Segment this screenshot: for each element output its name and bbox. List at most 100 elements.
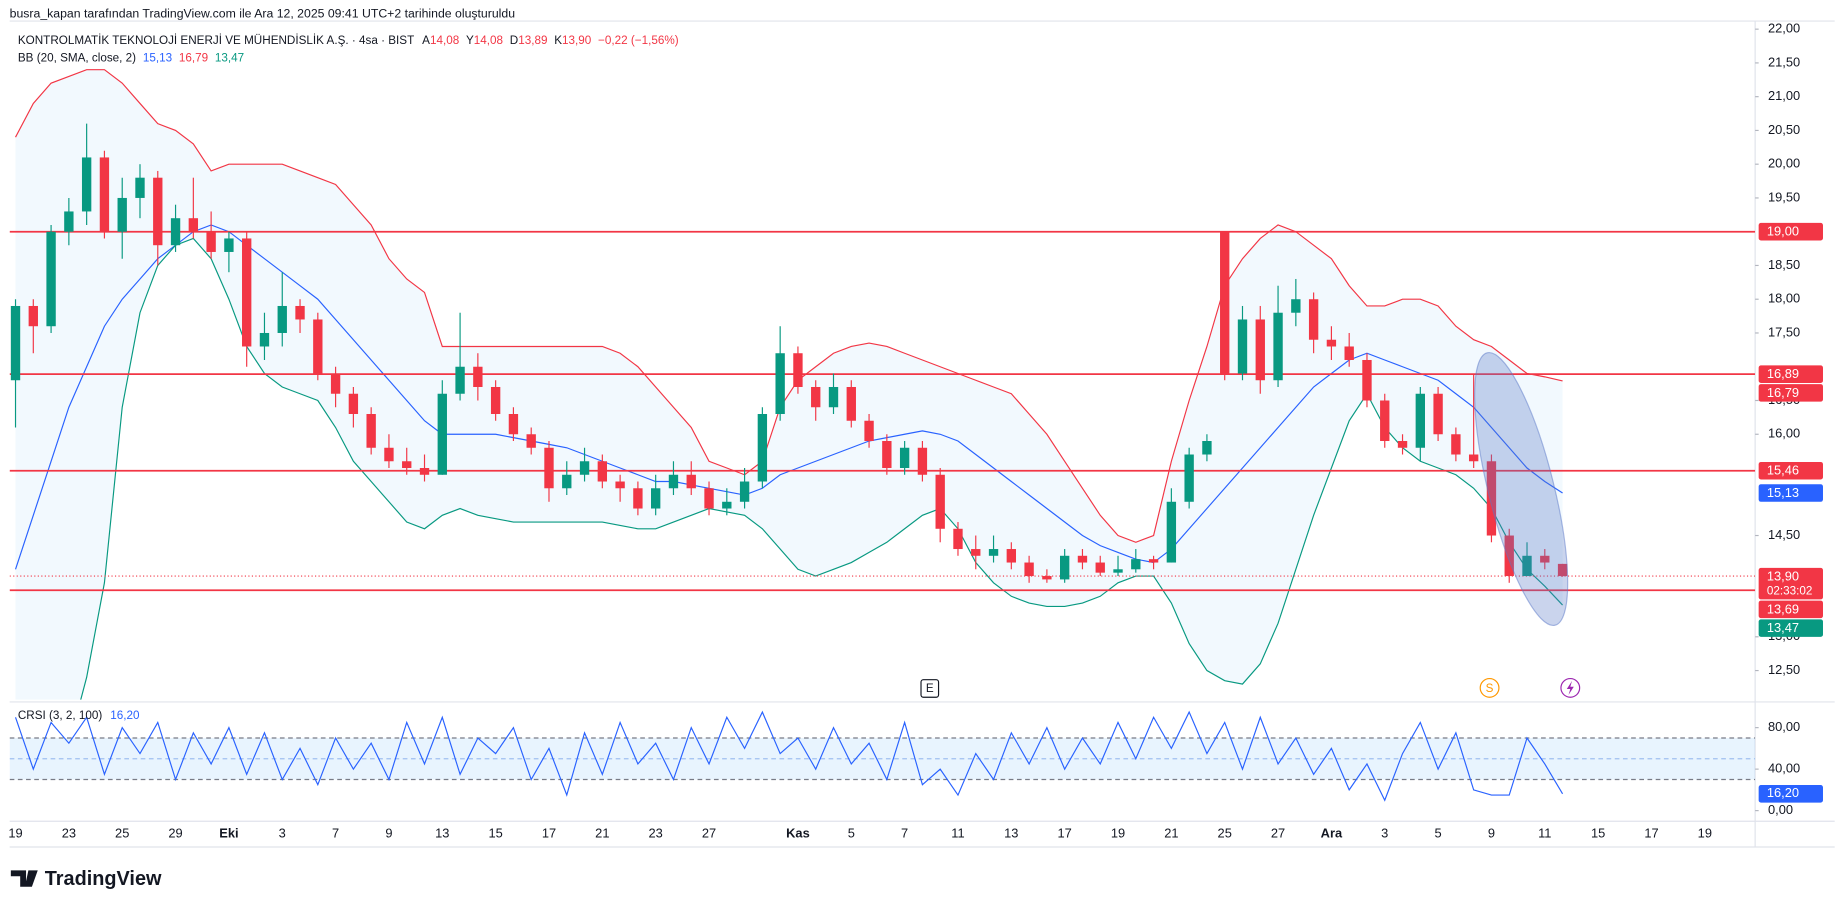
y-tick-label: 17,50: [1768, 324, 1800, 339]
x-tick-label: 21: [1164, 826, 1178, 841]
indicator-line: [14, 710, 1564, 802]
y-tick-label: 12,50: [1768, 662, 1800, 677]
x-tick-label: 3: [279, 826, 286, 841]
indicator-title: CRSI (3, 2, 100): [18, 709, 103, 722]
candle-body: [1344, 346, 1354, 360]
price-label-box: [1758, 619, 1823, 637]
candle-body: [1166, 501, 1177, 563]
bb-title: BB (20, SMA, close, 2): [18, 52, 136, 65]
candle-body: [775, 353, 785, 414]
symbol-legend: KONTROLMATİK TEKNOLOJİ ENERJİ VE MÜHENDİ…: [18, 34, 679, 47]
candle-body: [811, 386, 821, 408]
candle-body: [917, 447, 928, 475]
y-tick-label: 80,00: [1768, 719, 1800, 734]
price-label: 15,13: [1767, 485, 1799, 500]
x-tick-label: 25: [115, 826, 129, 841]
event-label: S: [1486, 682, 1494, 695]
candle-body: [739, 481, 750, 502]
ohlc-value: 14,08: [474, 34, 503, 47]
candle-body: [1202, 441, 1212, 455]
main-pane: [9, 69, 1756, 700]
event-earnings[interactable]: [920, 679, 940, 698]
candle-body: [117, 197, 127, 232]
candle-body: [490, 386, 501, 414]
candle-body: [899, 447, 910, 469]
candle-body: [846, 386, 856, 421]
ohlc-value: 13,89: [518, 34, 547, 47]
x-tick-label: 3: [1381, 826, 1388, 841]
candle-body: [704, 488, 714, 509]
indicator-legend: CRSI (3, 2, 100) 16,20: [18, 709, 140, 722]
candle-body: [1059, 555, 1070, 580]
candle-body: [1486, 461, 1497, 536]
x-tick-label: 21: [595, 826, 609, 841]
candle-body: [1042, 576, 1052, 580]
candle-body: [259, 332, 270, 347]
x-tick-label: 27: [702, 826, 716, 841]
candle-body: [1184, 454, 1194, 502]
candle-body: [1540, 555, 1550, 563]
candle-body: [28, 305, 38, 327]
indicator-pane: [9, 710, 1756, 802]
x-tick-label: 11: [1538, 826, 1551, 841]
x-tick-label: 19: [8, 826, 22, 841]
candle-body: [1255, 319, 1265, 381]
candle-body: [1362, 359, 1372, 401]
candle-body: [971, 549, 981, 556]
x-tick-label: 15: [488, 826, 502, 841]
candle-body: [828, 386, 839, 408]
y-tick-label: 18,50: [1768, 257, 1800, 272]
price-label-box: [1758, 461, 1823, 480]
event-split[interactable]: [1479, 677, 1500, 698]
candle-body: [1095, 562, 1105, 573]
candle-body: [1557, 563, 1568, 577]
candle-body: [206, 231, 216, 252]
y-tick-label: 16,00: [1768, 426, 1800, 441]
candle-body: [10, 305, 21, 381]
bb-upper-value: 16,79: [179, 52, 208, 65]
pane-borders: [9, 20, 1835, 848]
y-tick-label: 19,50: [1768, 189, 1800, 204]
candle-body: [615, 481, 625, 489]
candle-body: [722, 501, 732, 509]
x-tick-label: 17: [542, 826, 556, 841]
x-tick-label: 11: [951, 826, 964, 841]
y-tick-label: 21,00: [1768, 88, 1800, 103]
candle-body: [1291, 299, 1301, 313]
x-tick-label: Kas: [786, 826, 810, 841]
symbol: KONTROLMATİK TEKNOLOJİ ENERJİ VE MÜHENDİ…: [18, 34, 414, 47]
bb-legend: BB (20, SMA, close, 2) 15,13 16,79 13,47: [18, 52, 244, 65]
candle-body: [473, 366, 483, 387]
change: −0,22 (−1,56%): [598, 34, 679, 47]
candle-body: [188, 218, 199, 232]
price-label-box: [1758, 600, 1823, 619]
price-label: 13,69: [1767, 601, 1799, 616]
x-tick-label: 5: [1435, 826, 1442, 841]
ohlc-value: 13,90: [562, 34, 592, 47]
price-label-box: [1758, 384, 1823, 402]
x-tick-label: 7: [901, 826, 908, 841]
y-tick-label: 0,00: [1768, 802, 1793, 817]
candle-body: [313, 319, 323, 374]
candle-body: [1077, 555, 1088, 563]
candle-body: [864, 420, 874, 442]
candle-body: [1433, 393, 1443, 435]
candle-body: [419, 468, 430, 475]
indicator-label-box: [1758, 785, 1823, 803]
candle-body: [508, 413, 519, 435]
candle-body: [1397, 441, 1408, 448]
candle-body: [348, 393, 359, 414]
candle-body: [882, 441, 892, 469]
ohlc-key: D: [510, 34, 518, 47]
candle-body: [81, 157, 92, 212]
candle-body: [153, 177, 163, 246]
candle-body: [1326, 339, 1337, 347]
x-tick-label: 23: [649, 826, 663, 841]
price-label: 13,90: [1767, 569, 1799, 584]
x-tick-label: 13: [1004, 826, 1018, 841]
price-label: 15,46: [1767, 463, 1799, 478]
x-tick-label: 17: [1058, 826, 1072, 841]
x-tick-label: 27: [1271, 826, 1285, 841]
candle-body: [242, 238, 252, 347]
